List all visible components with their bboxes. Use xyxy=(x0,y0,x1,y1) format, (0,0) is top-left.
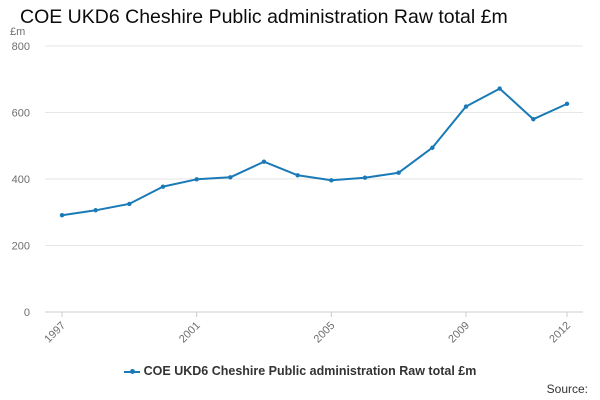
data-point-1999[interactable] xyxy=(127,201,132,207)
source-label: Source: xyxy=(546,382,588,396)
data-point-2005[interactable] xyxy=(329,178,334,183)
legend[interactable]: COE UKD6 Cheshire Public administration … xyxy=(0,364,600,378)
x-tick-label: 2012 xyxy=(547,320,573,346)
x-tick-label: 1997 xyxy=(42,320,68,346)
data-point-1998[interactable] xyxy=(93,208,98,213)
legend-line-marker xyxy=(123,368,140,374)
y-tick-label: 400 xyxy=(12,174,30,186)
data-point-2011[interactable] xyxy=(531,116,536,122)
data-point-2004[interactable] xyxy=(295,173,300,178)
data-point-2009[interactable] xyxy=(463,104,469,109)
x-axis-ticks: 1997 2001 2005 2009 2012 xyxy=(42,312,573,345)
x-tick-label: 2001 xyxy=(177,320,203,346)
y-tick-label: 600 xyxy=(12,108,30,120)
y-tick-label: 0 xyxy=(24,307,30,319)
data-point-2012[interactable] xyxy=(564,101,570,107)
data-point-1997[interactable] xyxy=(59,213,65,218)
data-point-2010[interactable] xyxy=(497,86,502,91)
legend-label: COE UKD6 Cheshire Public administration … xyxy=(143,364,477,378)
data-point-2001[interactable] xyxy=(194,177,199,182)
data-point-2002[interactable] xyxy=(228,175,233,180)
data-point-2000[interactable] xyxy=(160,184,166,189)
gridlines xyxy=(45,45,583,313)
y-tick-label: 800 xyxy=(12,41,30,53)
y-tick-label: 200 xyxy=(12,241,30,253)
series-group xyxy=(59,86,570,218)
series-line xyxy=(61,87,568,217)
data-point-2003[interactable] xyxy=(261,159,267,164)
y-axis-ticks: 0 200 400 600 800 xyxy=(12,41,30,319)
data-point-2008[interactable] xyxy=(430,145,435,150)
y-axis-unit-label: £m xyxy=(10,26,25,38)
data-point-2006[interactable] xyxy=(362,175,368,180)
x-tick-label: 2009 xyxy=(446,320,472,346)
chart-title: COE UKD6 Cheshire Public administration … xyxy=(20,6,508,28)
data-point-2007[interactable] xyxy=(396,170,401,175)
x-tick-label: 2005 xyxy=(312,320,338,346)
